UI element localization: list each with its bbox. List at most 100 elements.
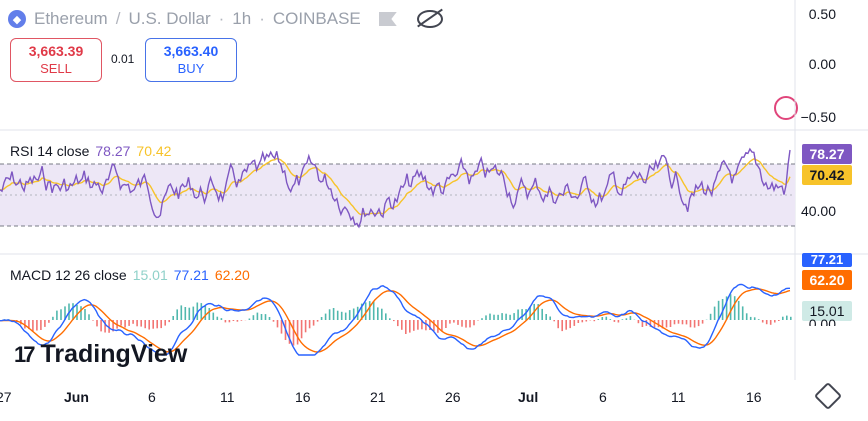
histogram-bar bbox=[513, 313, 515, 320]
histogram-bar bbox=[541, 308, 543, 320]
histogram-bar bbox=[292, 320, 295, 346]
symbol-header[interactable]: ◆ Ethereum / U.S. Dollar · 1h · COINBASE bbox=[8, 6, 443, 32]
histogram-bar bbox=[200, 303, 203, 320]
histogram-bar bbox=[240, 320, 243, 321]
histogram-bar bbox=[52, 316, 54, 320]
ethereum-icon: ◆ bbox=[8, 10, 26, 28]
histogram-bar bbox=[340, 311, 343, 320]
price-axis-label-3: −0.50 bbox=[800, 109, 836, 125]
histogram-bar bbox=[737, 300, 740, 320]
histogram-bar bbox=[280, 320, 283, 334]
histogram-bar bbox=[525, 309, 527, 320]
histogram-bar bbox=[593, 320, 596, 322]
flag-icon[interactable] bbox=[378, 12, 397, 26]
histogram-bar bbox=[493, 314, 495, 320]
x-label-7: Jul bbox=[518, 389, 539, 405]
histogram-bar bbox=[557, 320, 559, 329]
histogram-bar bbox=[405, 320, 407, 334]
histogram-bar bbox=[669, 320, 672, 327]
tradingview-logo[interactable]: 17 TradingView bbox=[14, 340, 187, 369]
histogram-bar bbox=[216, 316, 219, 320]
histogram-bar bbox=[782, 316, 784, 320]
histogram-bar bbox=[160, 320, 162, 329]
histogram-bar bbox=[108, 320, 110, 333]
histogram-bar bbox=[48, 320, 50, 323]
histogram-bar bbox=[433, 320, 435, 332]
histogram-bar bbox=[445, 320, 447, 328]
histogram-bar bbox=[196, 302, 199, 320]
sell-button[interactable]: 3,663.39 SELL bbox=[10, 38, 102, 82]
dollar-badge-icon[interactable] bbox=[774, 96, 798, 120]
x-label-9: 11 bbox=[671, 389, 686, 405]
histogram-bar bbox=[120, 320, 122, 326]
histogram-bar bbox=[401, 320, 403, 330]
x-label-6: 26 bbox=[445, 389, 461, 405]
histogram-bar bbox=[44, 320, 46, 327]
histogram-bar bbox=[60, 309, 62, 320]
histogram-bar bbox=[485, 315, 487, 320]
signal-value: 62.20 bbox=[214, 267, 250, 283]
quote-name: U.S. Dollar bbox=[128, 9, 211, 28]
buy-button[interactable]: 3,663.40 BUY bbox=[145, 38, 237, 82]
brand-name: TradingView bbox=[40, 340, 188, 368]
histogram-bar bbox=[312, 320, 315, 326]
histogram-bar bbox=[276, 320, 279, 328]
histogram-bar bbox=[104, 320, 106, 333]
rsi-title: RSI 14 close bbox=[10, 143, 90, 159]
price-axis-label-2: 0.00 bbox=[808, 56, 836, 72]
histogram-bar bbox=[786, 315, 788, 320]
histogram-bar bbox=[348, 310, 351, 320]
x-label-5: 21 bbox=[370, 389, 386, 405]
histogram-bar bbox=[489, 313, 491, 320]
x-label-0: 27 bbox=[0, 389, 12, 405]
histogram-bar bbox=[641, 320, 644, 327]
price-axis-label-1: 0.50 bbox=[808, 6, 836, 22]
histogram-bar bbox=[296, 320, 299, 345]
histogram-bar bbox=[100, 320, 102, 332]
histogram-bar bbox=[232, 320, 235, 321]
eye-off-icon[interactable] bbox=[416, 10, 443, 28]
histogram-bar bbox=[761, 320, 764, 323]
macd-zero-label: 0.00 bbox=[808, 316, 836, 326]
histogram-bar bbox=[324, 313, 327, 320]
histogram-bar bbox=[421, 320, 423, 330]
histogram-bar bbox=[517, 309, 519, 320]
histogram-bar bbox=[397, 320, 399, 327]
histogram-bar bbox=[725, 296, 728, 320]
rsi-value: 78.27 bbox=[95, 143, 131, 159]
histogram-bar bbox=[790, 316, 792, 320]
histogram-bar bbox=[681, 320, 684, 325]
macd-hist-value: 15.01 bbox=[132, 267, 168, 283]
histogram-bar bbox=[701, 320, 704, 324]
pair-name: Ethereum bbox=[34, 9, 108, 28]
histogram-bar bbox=[741, 306, 744, 320]
histogram-bar bbox=[316, 320, 319, 322]
histogram-bar bbox=[368, 301, 371, 320]
histogram-bar bbox=[124, 320, 126, 328]
macd-value-tag: 77.21 bbox=[802, 252, 852, 267]
histogram-bar bbox=[212, 312, 215, 320]
histogram-bar bbox=[693, 320, 696, 328]
histogram-bar bbox=[753, 317, 756, 320]
rsi-ma-tag: 70.42 bbox=[802, 165, 852, 185]
macd-title-row: MACD 12 26 close 15.01 77.21 62.20 bbox=[10, 267, 250, 283]
histogram-bar bbox=[332, 308, 335, 320]
histogram-bar bbox=[609, 319, 612, 320]
histogram-bar bbox=[393, 320, 395, 322]
histogram-bar bbox=[308, 320, 311, 329]
histogram-bar bbox=[72, 303, 74, 320]
histogram-bar bbox=[385, 313, 387, 320]
histogram-bar bbox=[461, 320, 463, 327]
histogram-bar bbox=[228, 320, 231, 323]
histogram-bar bbox=[377, 307, 379, 320]
histogram-bar bbox=[473, 320, 475, 326]
histogram-bar bbox=[653, 320, 656, 328]
histogram-bar bbox=[128, 320, 130, 326]
x-label-3: 11 bbox=[220, 389, 235, 405]
histogram-bar bbox=[765, 320, 768, 325]
x-label-1: Jun bbox=[64, 389, 89, 405]
histogram-bar bbox=[84, 309, 86, 320]
separator-2: · bbox=[259, 9, 265, 28]
histogram-bar bbox=[697, 320, 700, 327]
